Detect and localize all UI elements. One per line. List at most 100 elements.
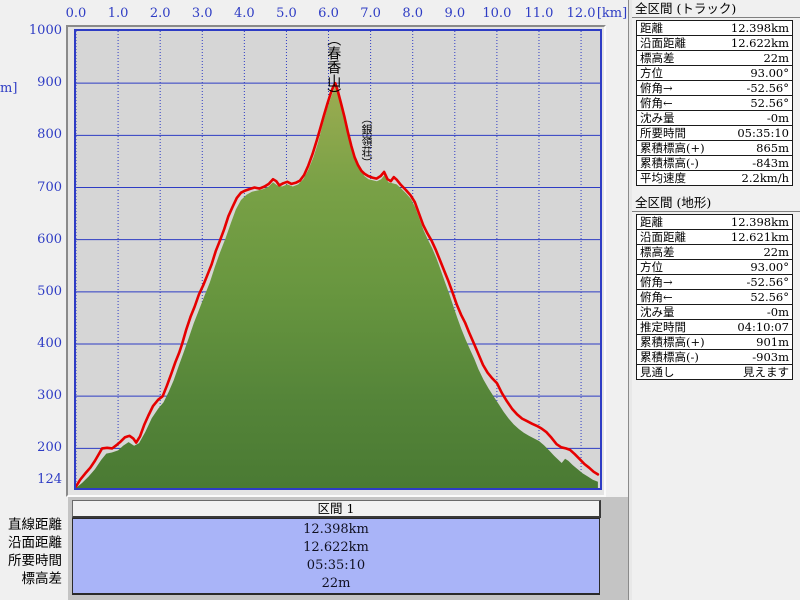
stat-label: 標高差 [640,51,675,65]
stats-table: 距離 12.398km 沿面距離 12.621km 標高差 22m 方位 93.00° 俯角→ -… [636,214,793,380]
x-tick-label: 6.0 [318,6,339,21]
stat-row: 累積標高(-) -843m [636,155,793,171]
stat-value: 901m [756,335,789,349]
x-axis-unit: [km] [596,6,628,21]
y-tick-label: 600 [37,231,62,247]
x-tick-label: 7.0 [360,6,381,21]
stat-label: 標高差 [640,245,675,259]
stat-row: 沿面距離 12.622km [636,35,793,51]
section-value: 22m [321,576,351,591]
section-value: 12.398km [303,522,369,537]
section-value: 12.622km [303,540,369,555]
stat-value: 12.622km [730,36,789,50]
stat-row: 累積標高(+) 865m [636,140,793,156]
stats-panel: 全区間 (トラック) 距離 12.398km 沿面距離 12.622km 標高差 22m 方位… [632,0,800,600]
stat-row: 累積標高(-) -903m [636,349,793,365]
y-axis-unit-fragment: m] [0,81,18,96]
stat-value: -843m [752,156,789,170]
section-row-label: 直線距離 [8,517,62,533]
stat-label: 累積標高(-) [640,350,699,364]
stat-label: 方位 [640,260,663,274]
x-tick-label: 8.0 [402,6,424,21]
stat-row: 方位 93.00° [636,65,793,81]
stat-label: 推定時間 [640,320,686,334]
x-tick-label: 11.0 [524,6,554,21]
plot-area[interactable]: （春香山） （銀嶺荘） [74,29,602,490]
peak-annotation-0: （春香山） [325,32,342,102]
stat-value: 04:10:07 [737,320,789,334]
stat-value: 93.00° [750,66,789,80]
peak-annotation-1: （銀嶺荘） [360,112,373,168]
stat-row: 俯角← 52.56° [636,289,793,305]
stat-value: -0m [766,305,789,319]
stat-label: 俯角→ [640,81,673,95]
stat-value: 2.2km/h [741,171,789,185]
track-elevation-line [76,81,600,488]
y-tick-label: 900 [37,75,62,91]
stat-row: 標高差 22m [636,50,793,66]
stat-value: 12.398km [730,215,789,229]
stat-value: 22m [763,245,789,259]
section-row-label: 所要時間 [8,553,62,569]
x-tick-label: 1.0 [107,6,129,21]
stat-label: 累積標高(+) [640,335,705,349]
stat-label: 沈み量 [640,305,675,319]
y-tick-label: 800 [37,127,62,143]
stat-label: 距離 [640,21,663,35]
stat-label: 沿面距離 [640,230,686,244]
y-tick-label: 1000 [28,23,62,38]
stat-value: 52.56° [750,96,789,110]
stat-row: 沿面距離 12.621km [636,229,793,245]
stats-table: 距離 12.398km 沿面距離 12.622km 標高差 22m 方位 93.00° 俯角→ -… [636,20,793,186]
stat-value: 93.00° [750,260,789,274]
stat-row: 累積標高(+) 901m [636,334,793,350]
stat-value: 12.398km [730,21,789,35]
stat-value: 見えます [743,365,789,379]
x-tick-label: 3.0 [191,6,213,21]
y-tick-label: 500 [37,283,62,299]
stats-section-1: 全区間 (地形) 距離 12.398km 沿面距離 12.621km 標高差 22m 方位 93… [632,194,800,380]
terrain-fill-area [76,85,598,488]
stat-value: 12.621km [730,230,789,244]
profile-chart-svg [76,31,600,488]
x-tick-label: 4.0 [234,6,255,21]
section-values-box: 12.398km 12.622km 05:35:10 22m [72,518,600,595]
stat-value: 22m [763,51,789,65]
section-value: 05:35:10 [306,558,366,573]
section-row-label: 標高差 [21,571,63,587]
stat-label: 平均速度 [640,171,686,185]
stat-label: 俯角← [640,96,673,110]
stat-row: 標高差 22m [636,244,793,260]
stats-section-title: 全区間 (地形) [632,194,800,212]
y-tick-label: 124 [37,472,62,487]
section-header: 区間 1 [72,500,601,518]
stat-label: 累積標高(-) [640,156,699,170]
stat-row: 推定時間 04:10:07 [636,319,793,335]
stat-row: 距離 12.398km [636,20,793,36]
y-tick-label: 200 [37,440,62,456]
stat-label: 方位 [640,66,663,80]
x-tick-label: 12.0 [566,6,596,21]
section-row-label: 沿面距離 [8,535,62,551]
y-tick-label: 300 [37,388,62,404]
stat-value: -52.56° [746,81,789,95]
stat-value: 865m [756,141,789,155]
stat-label: 累積標高(+) [640,141,705,155]
stat-value: 05:35:10 [737,126,789,140]
stat-row: 見通し 見えます [636,364,793,380]
stat-row: 平均速度 2.2km/h [636,170,793,186]
stat-row: 距離 12.398km [636,214,793,230]
stat-value: 52.56° [750,290,789,304]
stat-label: 俯角→ [640,275,673,289]
x-tick-label: 10.0 [482,6,512,21]
stat-value: -903m [752,350,789,364]
stat-label: 沈み量 [640,111,675,125]
stat-row: 俯角→ -52.56° [636,80,793,96]
stat-label: 距離 [640,215,663,229]
stats-section-0: 全区間 (トラック) 距離 12.398km 沿面距離 12.622km 標高差 22m 方位… [632,0,800,186]
stat-row: 沈み量 -0m [636,304,793,320]
stat-row: 方位 93.00° [636,259,793,275]
section-row-labels: 直線距離沿面距離所要時間標高差 [0,516,62,588]
stat-row: 沈み量 -0m [636,110,793,126]
stat-row: 所要時間 05:35:10 [636,125,793,141]
